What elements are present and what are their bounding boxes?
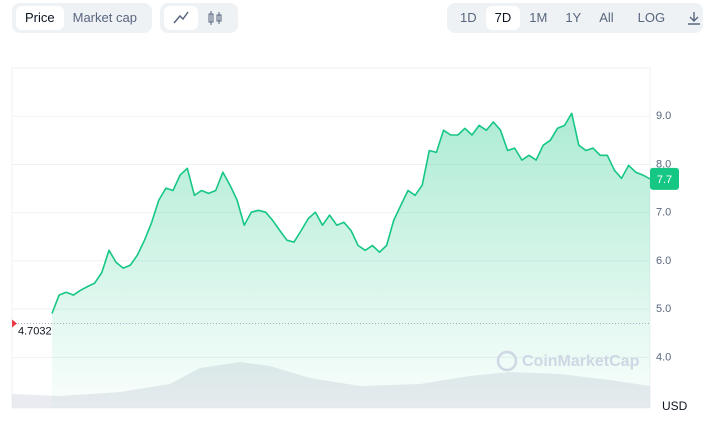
price-line bbox=[51, 112, 651, 314]
candle-style-button[interactable] bbox=[198, 6, 232, 30]
line-style-button[interactable] bbox=[164, 6, 198, 30]
range-button[interactable]: 1Y bbox=[565, 10, 582, 25]
tab-group: Price Market cap bbox=[12, 3, 152, 33]
y-tick-label: 6.0 bbox=[656, 255, 671, 267]
reference-label: 4.7032 bbox=[18, 325, 52, 337]
line-icon bbox=[173, 11, 189, 24]
download-icon bbox=[688, 12, 701, 25]
currency-label: USD bbox=[662, 399, 688, 413]
y-tick-label: 9.0 bbox=[656, 110, 671, 122]
range-button[interactable]: 1D bbox=[460, 10, 477, 25]
area bbox=[52, 113, 650, 409]
y-tick-label: 8.0 bbox=[656, 158, 671, 170]
log-button[interactable]: LOG bbox=[637, 10, 666, 25]
range-button[interactable]: 7D bbox=[485, 6, 521, 30]
watermark: CoinMarketCap bbox=[496, 350, 640, 372]
candle-icon bbox=[208, 11, 222, 25]
tab[interactable]: Price bbox=[16, 6, 64, 30]
y-tick-label: 5.0 bbox=[656, 303, 671, 315]
tab[interactable]: Market cap bbox=[72, 10, 137, 25]
watermark-text: CoinMarketCap bbox=[522, 353, 640, 370]
current-price-label: 7.7 bbox=[657, 174, 672, 186]
reference-marker bbox=[12, 319, 17, 328]
current-price-badge bbox=[650, 167, 679, 190]
range-button[interactable]: 1M bbox=[529, 10, 548, 25]
chart-style-group bbox=[160, 3, 238, 33]
chart: CoinMarketCap USD 4.0 5.0 6.0 7.0 8.0 9.0 4.70… bbox=[11, 67, 688, 413]
y-tick-label: 4.0 bbox=[656, 351, 671, 363]
range-group: 1D 7D 1M 1Y All LOG bbox=[447, 3, 703, 33]
y-tick-label: 7.0 bbox=[656, 207, 671, 219]
download-button[interactable] bbox=[680, 6, 705, 30]
range-button[interactable]: All bbox=[599, 10, 614, 25]
